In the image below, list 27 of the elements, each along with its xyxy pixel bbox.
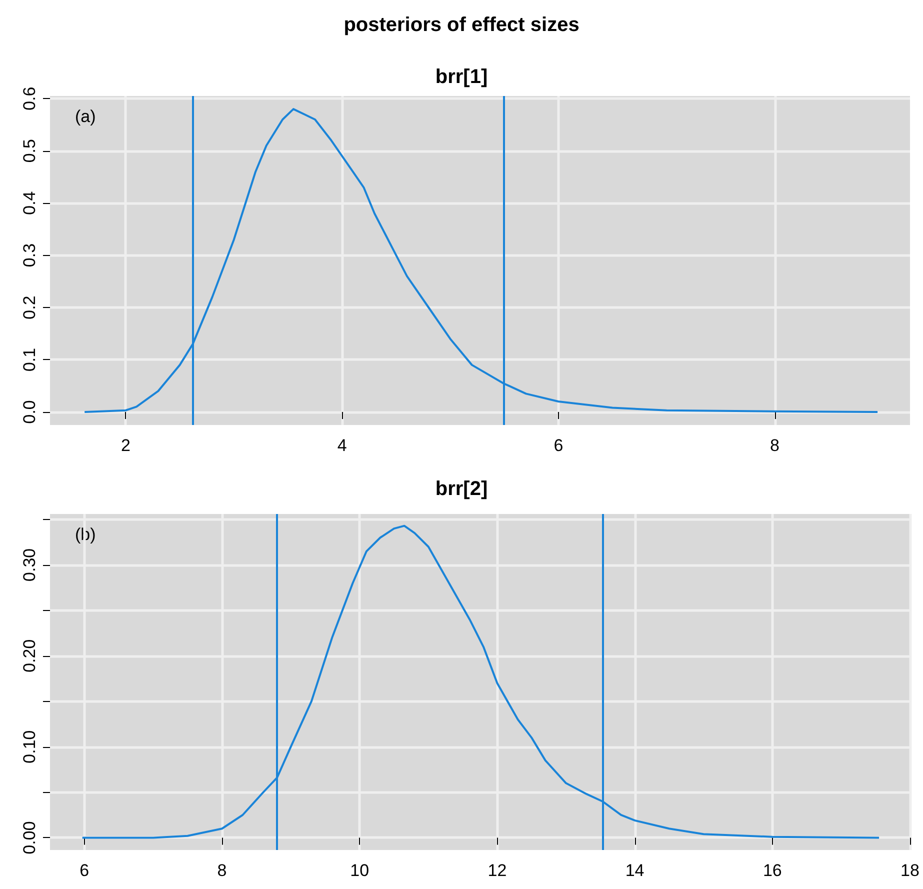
x-tick-label: 6 — [554, 436, 564, 455]
annotation: (b) — [75, 525, 96, 544]
y-tick-label: 0.3 — [20, 243, 39, 268]
y-tick-label: 0.5 — [20, 139, 39, 163]
y-tick-label: 0.30 — [20, 548, 39, 582]
x-tick-label: 16 — [762, 861, 782, 880]
x-tick-label: 18 — [900, 861, 920, 880]
y-tick-label: 0.6 — [20, 86, 39, 110]
y-tick-label: 0.2 — [20, 296, 39, 320]
x-tick-label: 4 — [337, 436, 347, 455]
x-tick-label: 6 — [80, 861, 90, 880]
x-tick-label: 2 — [120, 436, 130, 455]
x-tick-label: 12 — [488, 861, 507, 880]
x-tick-label: 8 — [217, 861, 227, 880]
x-tick-label: 8 — [770, 436, 780, 455]
chart-title: brr[2] — [435, 478, 488, 500]
y-tick-label: 0.00 — [20, 821, 39, 854]
y-tick-label: 0.1 — [20, 348, 39, 372]
x-tick-label: 10 — [350, 861, 370, 880]
annotation: (a) — [75, 107, 96, 126]
y-tick-label: 0.0 — [20, 400, 39, 424]
x-tick-label: 14 — [625, 861, 644, 880]
chart-subtitle: brr[1] — [435, 66, 488, 88]
y-tick-label: 0.20 — [20, 639, 39, 672]
chart-title: posteriors of effect sizes — [344, 14, 580, 36]
y-tick-label: 0.4 — [20, 191, 39, 215]
y-tick-label: 0.10 — [20, 730, 39, 764]
